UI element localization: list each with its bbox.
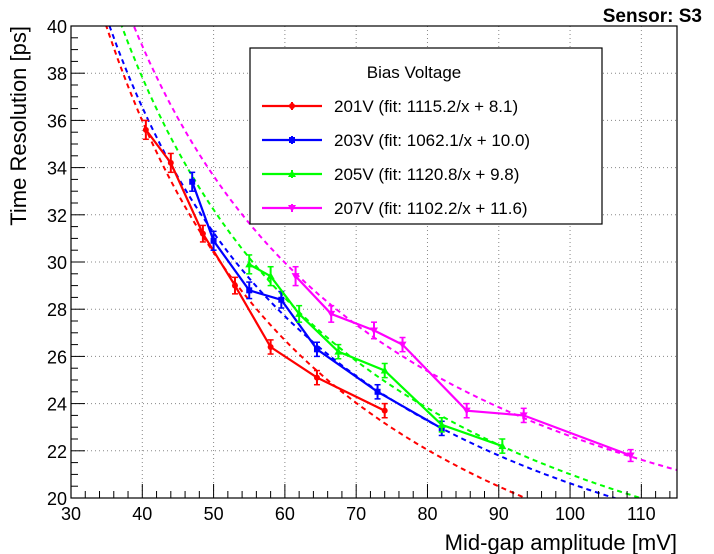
x-tick-label: 90 — [489, 504, 509, 524]
data-point — [437, 420, 446, 428]
y-tick-label: 22 — [47, 442, 67, 462]
data-point — [267, 343, 274, 350]
x-tick-label: 30 — [61, 504, 81, 524]
data-point — [245, 260, 254, 268]
data-point — [626, 452, 635, 460]
legend-label: 201V (fit: 1115.2/x + 8.1) — [334, 97, 518, 116]
y-axis-title: Time Resolution [ps] — [6, 26, 31, 226]
data-point — [288, 205, 296, 212]
y-tick-label: 32 — [47, 206, 67, 226]
chart-title: Sensor: S3 — [603, 6, 702, 27]
data-point — [189, 178, 196, 185]
y-tick-label: 40 — [47, 17, 67, 37]
legend-label: 205V (fit: 1120.8/x + 9.8) — [334, 165, 519, 184]
legend-entry: 205V (fit: 1120.8/x + 9.8) — [262, 165, 519, 184]
legend-entry: 201V (fit: 1115.2/x + 8.1) — [262, 97, 518, 116]
x-tick-label: 60 — [275, 504, 295, 524]
legend-entry: 207V (fit: 1102.2/x + 11.6) — [262, 199, 528, 218]
legend: Bias Voltage 201V (fit: 1115.2/x + 8.1) 2… — [249, 47, 603, 225]
y-tick-label: 28 — [47, 300, 67, 320]
axes: 20 22 24 26 28 30 32 34 36 38 40 30 40 50 60 70 80 90 100 1… — [47, 17, 671, 524]
x-tick-label: 80 — [417, 504, 437, 524]
y-tick-label: 34 — [47, 159, 67, 179]
x-tick-label: 110 — [627, 504, 656, 524]
series — [245, 254, 507, 454]
data-point — [295, 309, 304, 317]
data-point — [266, 272, 275, 280]
y-tick-label: 38 — [47, 64, 67, 84]
legend-label: 207V (fit: 1102.2/x + 11.6) — [334, 199, 528, 218]
data-point — [327, 310, 336, 318]
data-point — [519, 412, 528, 420]
data-point — [142, 126, 149, 133]
data-point — [278, 296, 285, 303]
data-point — [462, 407, 471, 415]
data-point — [313, 374, 320, 381]
y-tick-label: 24 — [47, 395, 67, 415]
legend-title: Bias Voltage — [367, 63, 462, 82]
data-point — [167, 159, 174, 166]
legend-box — [249, 47, 603, 225]
series — [291, 265, 635, 463]
series — [142, 119, 388, 419]
data-point — [313, 346, 320, 353]
data-point — [291, 273, 300, 281]
data-point — [398, 341, 407, 349]
data-point — [381, 407, 388, 414]
y-tick-label: 20 — [47, 489, 67, 509]
data-point — [334, 347, 343, 355]
x-axis-title: Mid-gap amplitude [mV] — [445, 530, 677, 554]
data-point — [199, 230, 206, 237]
data-point — [498, 442, 507, 450]
data-point — [288, 170, 296, 177]
series-layer — [142, 119, 635, 463]
data-point — [380, 366, 389, 374]
y-tick-label: 26 — [47, 347, 67, 367]
data-point — [374, 388, 381, 395]
x-tick-label: 100 — [555, 504, 585, 524]
data-point — [370, 327, 378, 335]
data-point — [210, 237, 217, 244]
y-tick-label: 30 — [47, 253, 67, 273]
x-tick-label: 40 — [132, 504, 152, 524]
legend-entry: 203V (fit: 1062.1/x + 10.0) — [262, 131, 530, 150]
x-tick-label: 50 — [204, 504, 224, 524]
data-point — [246, 287, 253, 294]
fit-curve — [105, 26, 528, 498]
data-point — [289, 103, 295, 109]
data-point — [231, 282, 238, 289]
data-point — [289, 137, 295, 143]
x-tick-label: 70 — [346, 504, 366, 524]
y-tick-label: 36 — [47, 111, 67, 131]
legend-label: 203V (fit: 1062.1/x + 10.0) — [334, 131, 530, 150]
